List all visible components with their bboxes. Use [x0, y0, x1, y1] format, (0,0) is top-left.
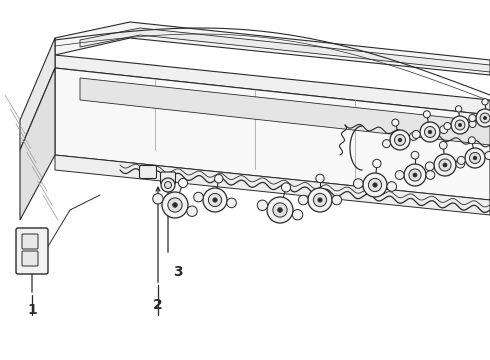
Circle shape [476, 109, 490, 127]
Circle shape [457, 157, 465, 165]
Polygon shape [80, 78, 490, 145]
Circle shape [373, 159, 381, 168]
Circle shape [465, 148, 485, 168]
Circle shape [410, 132, 417, 140]
Circle shape [395, 171, 404, 179]
Circle shape [468, 137, 475, 144]
FancyBboxPatch shape [22, 251, 38, 266]
Circle shape [411, 151, 419, 159]
Circle shape [318, 198, 322, 202]
Polygon shape [20, 38, 55, 150]
Polygon shape [55, 68, 490, 200]
FancyBboxPatch shape [161, 172, 175, 184]
Circle shape [425, 162, 434, 171]
Circle shape [387, 182, 396, 191]
Circle shape [273, 203, 287, 217]
Circle shape [227, 198, 236, 208]
Circle shape [482, 99, 488, 105]
Circle shape [409, 169, 421, 181]
Circle shape [203, 188, 227, 212]
Circle shape [469, 114, 476, 122]
Circle shape [455, 120, 465, 130]
FancyBboxPatch shape [16, 228, 48, 274]
Circle shape [353, 179, 363, 188]
Circle shape [162, 192, 188, 218]
Text: 1: 1 [27, 303, 37, 317]
FancyBboxPatch shape [22, 234, 38, 249]
Circle shape [165, 181, 172, 189]
Circle shape [168, 198, 182, 212]
Circle shape [424, 126, 436, 138]
Circle shape [485, 152, 490, 159]
Circle shape [483, 116, 487, 120]
Circle shape [473, 156, 477, 160]
Circle shape [428, 130, 432, 134]
Circle shape [267, 197, 293, 223]
Text: 2: 2 [153, 298, 163, 312]
Circle shape [398, 138, 402, 142]
Circle shape [278, 208, 282, 212]
Circle shape [392, 119, 399, 126]
Circle shape [208, 193, 221, 207]
Polygon shape [55, 55, 490, 115]
Polygon shape [20, 68, 55, 220]
Circle shape [215, 175, 223, 183]
Circle shape [423, 111, 430, 118]
Circle shape [439, 159, 451, 171]
Text: 3: 3 [173, 265, 183, 279]
Circle shape [420, 122, 440, 142]
Circle shape [456, 159, 465, 168]
Circle shape [373, 183, 377, 187]
FancyBboxPatch shape [140, 166, 156, 179]
Circle shape [413, 173, 417, 177]
Circle shape [434, 154, 456, 176]
Circle shape [426, 171, 435, 179]
Circle shape [440, 141, 447, 149]
Circle shape [455, 106, 462, 112]
Circle shape [308, 188, 332, 212]
Circle shape [172, 203, 177, 207]
Circle shape [194, 192, 203, 202]
Circle shape [469, 120, 476, 127]
Circle shape [383, 140, 391, 148]
Circle shape [480, 113, 490, 123]
Circle shape [332, 195, 342, 205]
Polygon shape [55, 22, 490, 75]
Circle shape [213, 198, 217, 202]
Circle shape [469, 153, 481, 163]
Circle shape [282, 183, 291, 192]
Circle shape [257, 200, 268, 211]
Circle shape [161, 178, 175, 192]
Circle shape [440, 126, 448, 134]
Polygon shape [80, 28, 490, 72]
Circle shape [187, 206, 197, 216]
Circle shape [443, 163, 447, 167]
Circle shape [368, 179, 382, 192]
Circle shape [404, 164, 426, 186]
Circle shape [412, 130, 420, 139]
Polygon shape [55, 155, 490, 215]
Circle shape [444, 122, 451, 130]
Circle shape [314, 193, 327, 207]
Circle shape [293, 210, 303, 220]
Circle shape [316, 174, 324, 183]
Circle shape [153, 194, 163, 204]
Circle shape [390, 130, 410, 150]
Circle shape [451, 116, 469, 134]
Circle shape [178, 179, 188, 188]
Circle shape [458, 123, 462, 127]
Circle shape [363, 173, 387, 197]
Circle shape [394, 135, 406, 145]
Circle shape [298, 195, 308, 205]
